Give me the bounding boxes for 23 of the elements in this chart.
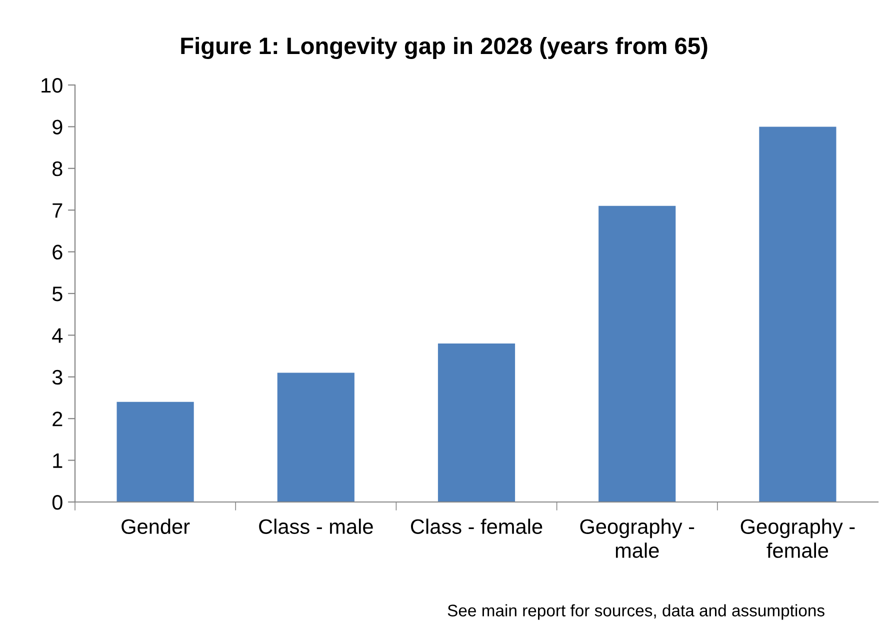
y-tick-label: 6: [52, 244, 62, 260]
bar: [116, 402, 194, 502]
y-tick-label: 1: [53, 454, 62, 468]
y-tick-label: 2: [52, 412, 62, 426]
chart-title: Figure 1: Longevity gap in 2028 (years from 65): [181, 36, 708, 60]
bar: [438, 344, 516, 502]
y-tick-label: 9: [52, 120, 62, 134]
y-tick-label: 4: [52, 328, 63, 343]
y-tick-label: 0: [52, 495, 62, 510]
x-tick-label: Geography - female: [740, 518, 855, 558]
bar: [277, 372, 354, 502]
y-tick-label: 10: [42, 78, 62, 93]
y-tick-label: 3: [52, 370, 62, 385]
text: See main report for sources, data and assumptions: [448, 604, 824, 620]
x-tick-label: Geography - male: [580, 518, 694, 558]
y-tick-label: 8: [52, 161, 62, 176]
x-tick-label: Class - female: [410, 518, 542, 534]
x-tick-label: Class - male: [259, 518, 373, 534]
y-tick-label: 7: [52, 203, 62, 218]
bar: [759, 126, 836, 502]
y-tick-label: 5: [52, 286, 62, 302]
bar: [598, 206, 676, 502]
x-tick-label: Gender: [122, 518, 190, 534]
